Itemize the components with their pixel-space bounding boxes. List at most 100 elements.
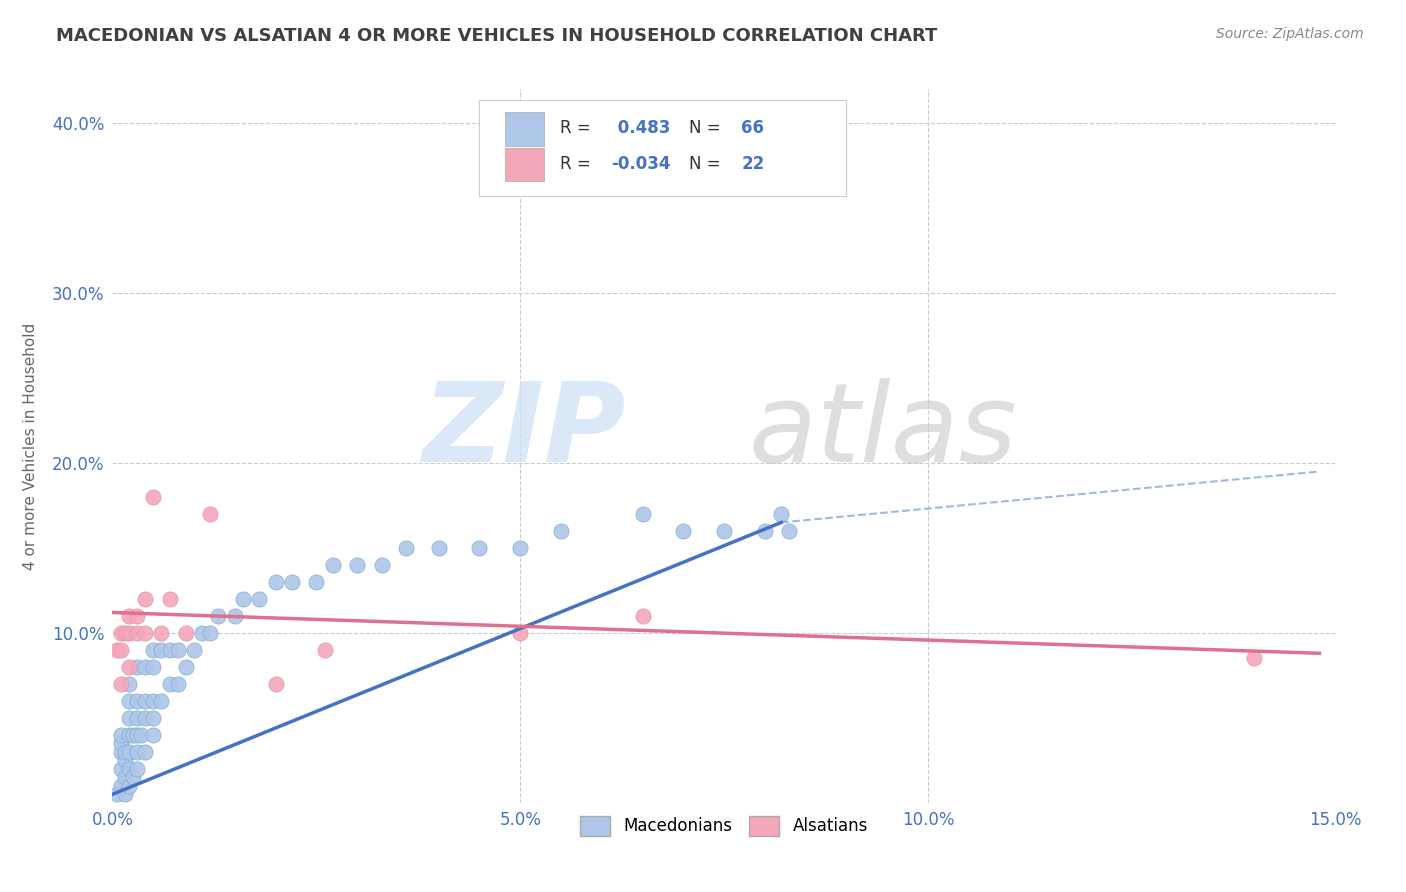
Point (125, 711, 148, 725)
Point (159, 677, 181, 691)
Point (200, 626, 222, 640)
Point (183, 643, 205, 657)
Point (110, 779, 132, 793)
Point (134, 626, 156, 640)
Text: R =: R = (560, 120, 596, 137)
Point (247, 591, 270, 606)
Point (200, 507, 222, 521)
Point (125, 728, 148, 742)
Point (1243, 651, 1265, 665)
Text: 0.483: 0.483 (612, 120, 669, 137)
Point (118, 728, 141, 742)
Point (118, 694, 141, 708)
Point (631, 507, 654, 521)
Text: -0.034: -0.034 (612, 155, 671, 173)
Point (550, 524, 572, 538)
Point (114, 626, 136, 640)
Point (305, 574, 328, 589)
Point (754, 524, 776, 538)
Point (105, 643, 128, 657)
Point (114, 745, 136, 759)
Y-axis label: 4 or more Vehicles in Household: 4 or more Vehicles in Household (22, 322, 38, 570)
Text: R =: R = (560, 155, 596, 173)
Point (166, 643, 188, 657)
Point (125, 745, 148, 759)
Point (125, 660, 148, 674)
FancyBboxPatch shape (505, 112, 544, 145)
Point (264, 677, 287, 691)
Point (122, 770, 145, 784)
Point (631, 608, 654, 623)
Point (778, 524, 800, 538)
Point (114, 770, 136, 784)
Point (125, 694, 148, 708)
Point (118, 626, 141, 640)
Point (191, 626, 214, 640)
FancyBboxPatch shape (479, 100, 846, 196)
Point (281, 574, 304, 589)
Point (134, 591, 156, 606)
Point (134, 660, 156, 674)
Point (159, 643, 181, 657)
Point (174, 660, 197, 674)
Point (110, 677, 132, 691)
Point (125, 608, 148, 623)
Point (150, 626, 173, 640)
Point (142, 711, 165, 725)
Point (672, 524, 695, 538)
Text: MACEDONIAN VS ALSATIAN 4 OR MORE VEHICLES IN HOUSEHOLD CORRELATION CHART: MACEDONIAN VS ALSATIAN 4 OR MORE VEHICLE… (56, 27, 938, 45)
Point (105, 787, 128, 801)
Text: Source: ZipAtlas.com: Source: ZipAtlas.com (1216, 27, 1364, 41)
Point (110, 762, 132, 776)
Point (232, 591, 254, 606)
Point (395, 541, 418, 555)
Point (142, 660, 165, 674)
Point (114, 753, 136, 767)
Point (129, 728, 152, 742)
Point (110, 736, 132, 750)
FancyBboxPatch shape (505, 148, 544, 181)
Point (142, 643, 165, 657)
Point (207, 608, 229, 623)
Text: 66: 66 (741, 120, 765, 137)
Point (370, 558, 392, 572)
Text: 22: 22 (741, 155, 765, 173)
Point (110, 626, 132, 640)
Point (166, 677, 188, 691)
Point (346, 558, 368, 572)
Text: N =: N = (689, 155, 725, 173)
Point (122, 728, 145, 742)
Point (150, 694, 173, 708)
Point (134, 694, 156, 708)
Point (125, 762, 148, 776)
Point (118, 779, 141, 793)
Point (110, 643, 132, 657)
Point (118, 608, 141, 623)
Point (142, 490, 165, 504)
Point (118, 762, 141, 776)
Point (150, 643, 173, 657)
Point (118, 745, 141, 759)
Point (314, 643, 336, 657)
Point (713, 524, 735, 538)
Point (174, 626, 197, 640)
Point (224, 608, 246, 623)
Point (159, 591, 181, 606)
Point (142, 694, 165, 708)
Point (427, 541, 450, 555)
Legend: Macedonians, Alsatians: Macedonians, Alsatians (572, 807, 876, 845)
Point (134, 711, 156, 725)
Point (118, 677, 141, 691)
Point (118, 660, 141, 674)
Point (110, 745, 132, 759)
Point (118, 711, 141, 725)
Point (134, 745, 156, 759)
Text: ZIP: ZIP (423, 378, 626, 485)
Point (509, 541, 531, 555)
Point (509, 626, 531, 640)
Text: N =: N = (689, 120, 725, 137)
Point (468, 541, 491, 555)
Point (114, 787, 136, 801)
Text: atlas: atlas (749, 378, 1018, 485)
Point (322, 558, 344, 572)
